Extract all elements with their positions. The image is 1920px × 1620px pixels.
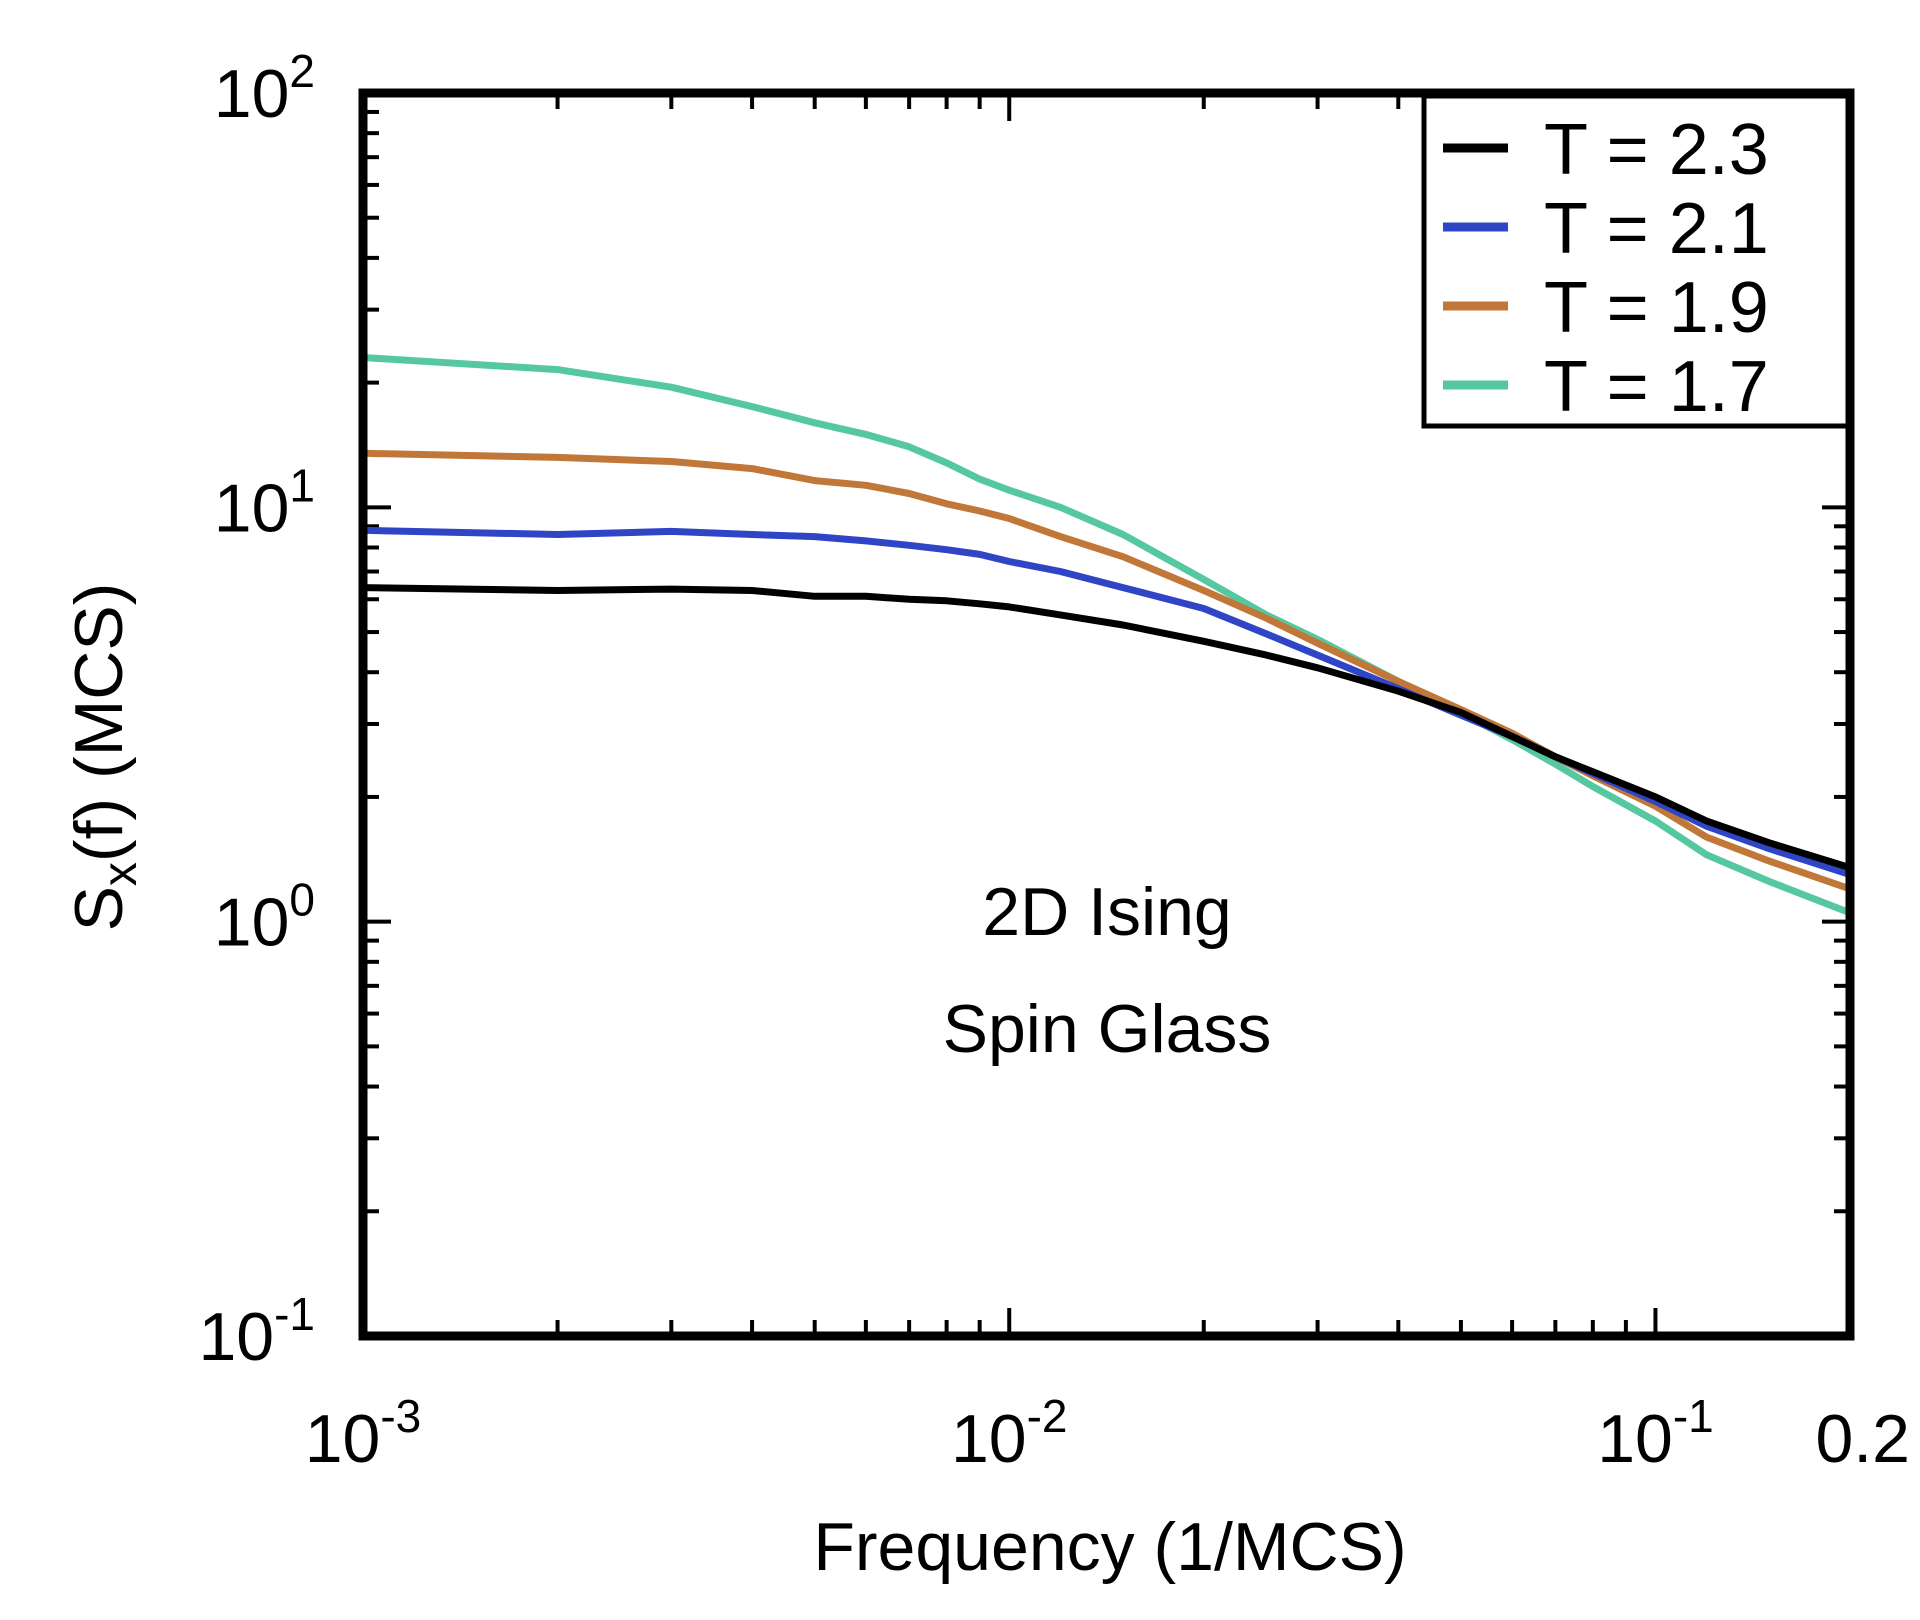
x-tick-labels: 10-3 10-2 10-1 0.2 xyxy=(305,1390,1910,1477)
y-tick-label: 100 xyxy=(214,874,315,961)
y-tick-labels: 10-1 100 101 102 xyxy=(198,45,315,1375)
x-axis-label: Frequency (1/MCS) xyxy=(813,1509,1406,1585)
x-tick-label: 10-3 xyxy=(305,1390,422,1477)
y-axis-label-main: S xyxy=(61,886,137,931)
series-line xyxy=(363,354,1850,917)
y-axis-label-rest: (f) (MCS) xyxy=(61,583,137,862)
y-tick-label: 101 xyxy=(214,459,315,546)
legend: T = 2.3T = 2.1T = 1.9T = 1.7 xyxy=(1421,93,1851,429)
legend-label: T = 1.7 xyxy=(1544,347,1769,427)
series-layer xyxy=(363,354,1850,917)
legend-label: T = 1.9 xyxy=(1544,268,1769,348)
x-tick-label: 10-1 xyxy=(1597,1390,1714,1477)
plot-frame xyxy=(358,88,1855,1341)
annotation-line-2: Spin Glass xyxy=(943,991,1272,1067)
x-tick-label: 10-2 xyxy=(951,1390,1068,1477)
series-line xyxy=(363,449,1850,893)
x-tick-label: 0.2 xyxy=(1815,1401,1910,1477)
series-line xyxy=(363,526,1850,878)
y-axis-label: Sx(f) (MCS) xyxy=(61,583,147,932)
annotation-line-1: 2D Ising xyxy=(982,874,1231,950)
legend-label: T = 2.3 xyxy=(1544,110,1769,190)
y-tick-label: 10-1 xyxy=(198,1288,315,1375)
y-tick-label: 102 xyxy=(214,45,315,132)
series-line xyxy=(363,584,1850,872)
legend-label: T = 2.1 xyxy=(1544,189,1769,269)
y-axis-label-subscript: x xyxy=(94,862,147,886)
